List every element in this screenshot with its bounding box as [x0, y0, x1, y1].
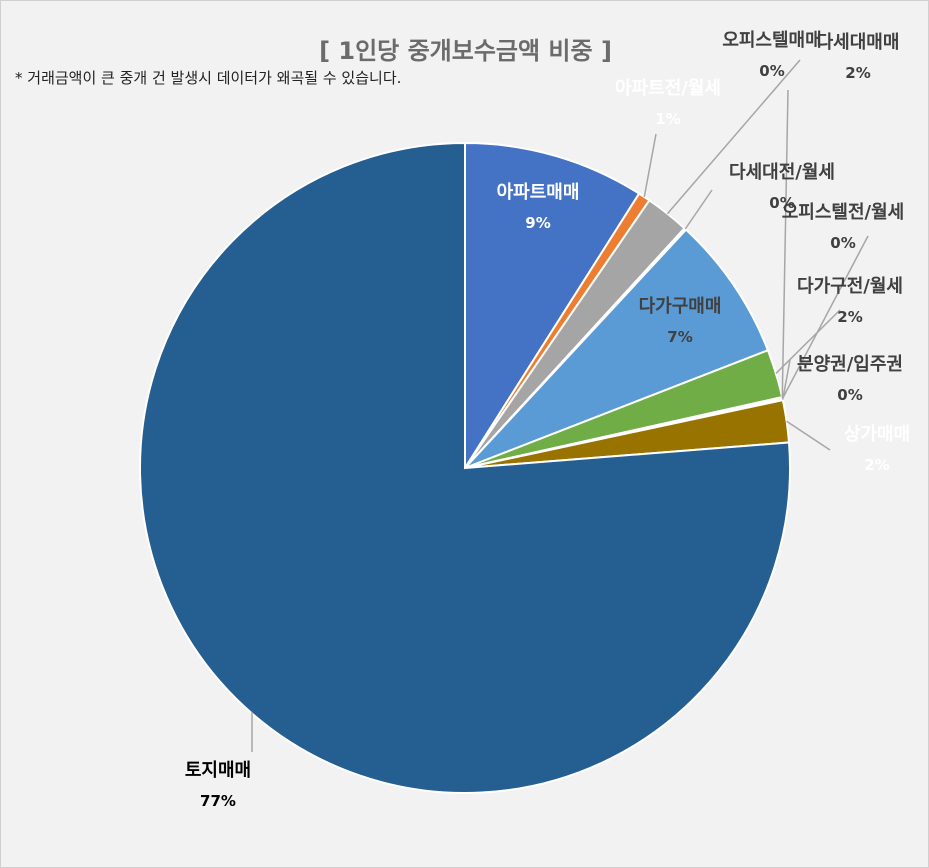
slice-value-label-7: 0% — [830, 234, 855, 252]
slice-value-label-1: 1% — [655, 110, 680, 128]
leader-line-8 — [781, 359, 791, 400]
leader-lines — [251, 59, 869, 752]
leader-line-5 — [775, 309, 841, 374]
slice-name-label-8: 분양권/입주권 — [797, 353, 903, 375]
leader-line-2 — [666, 59, 801, 215]
slice-name-label-10: 토지매매 — [185, 760, 251, 781]
slice-name-label-0: 아파트매매 — [497, 182, 580, 203]
pie-slice-4 — [464, 228, 770, 469]
slice-value-label-10: 77% — [200, 792, 236, 810]
slice-value-label-0: 9% — [525, 214, 550, 232]
slice-name-label-9: 상가매매 — [844, 424, 910, 445]
slice-value-label-8: 0% — [837, 386, 862, 404]
slice-name-label-1: 아파트전/월세 — [615, 78, 721, 99]
slice-name-label-5: 다가구전/월세 — [797, 276, 903, 297]
leader-line-1 — [643, 133, 657, 198]
pie-labels: 아파트매매 9% 아파트전/월세 1% 다세대매매 2% 다세대전/월세 0% 다가구매매 7% 다… — [185, 30, 910, 810]
slice-name-label-6: 오피스텔매매 — [722, 30, 821, 51]
leader-line-6 — [781, 89, 789, 398]
slice-value-label-4: 7% — [667, 328, 692, 346]
pie-slice-0 — [464, 141, 641, 472]
chart-title: [ 1인당 중개보수금액 비중 ] — [319, 37, 612, 65]
leader-line-3 — [684, 189, 713, 230]
slice-name-label-4: 다가구매매 — [639, 296, 722, 317]
leader-line-9 — [786, 420, 831, 451]
slice-name-label-7: 오피스텔전/월세 — [782, 202, 905, 223]
slice-value-label-9: 2% — [864, 456, 889, 474]
pie-slice-10 — [139, 141, 791, 794]
slice-value-label-5: 2% — [837, 308, 862, 326]
slice-name-label-2: 다세대매매 — [817, 32, 900, 53]
slice-value-label-2: 2% — [845, 64, 870, 82]
pie-slices — [139, 141, 791, 794]
leader-line-7 — [781, 235, 869, 399]
slice-name-label-3: 다세대전/월세 — [729, 162, 835, 183]
chart-subtitle: * 거래금액이 큰 중개 건 발생시 데이터가 왜곡될 수 있습니다. — [15, 69, 402, 87]
slice-value-label-6: 0% — [759, 62, 784, 80]
slice-value-label-3: 0% — [769, 194, 794, 212]
